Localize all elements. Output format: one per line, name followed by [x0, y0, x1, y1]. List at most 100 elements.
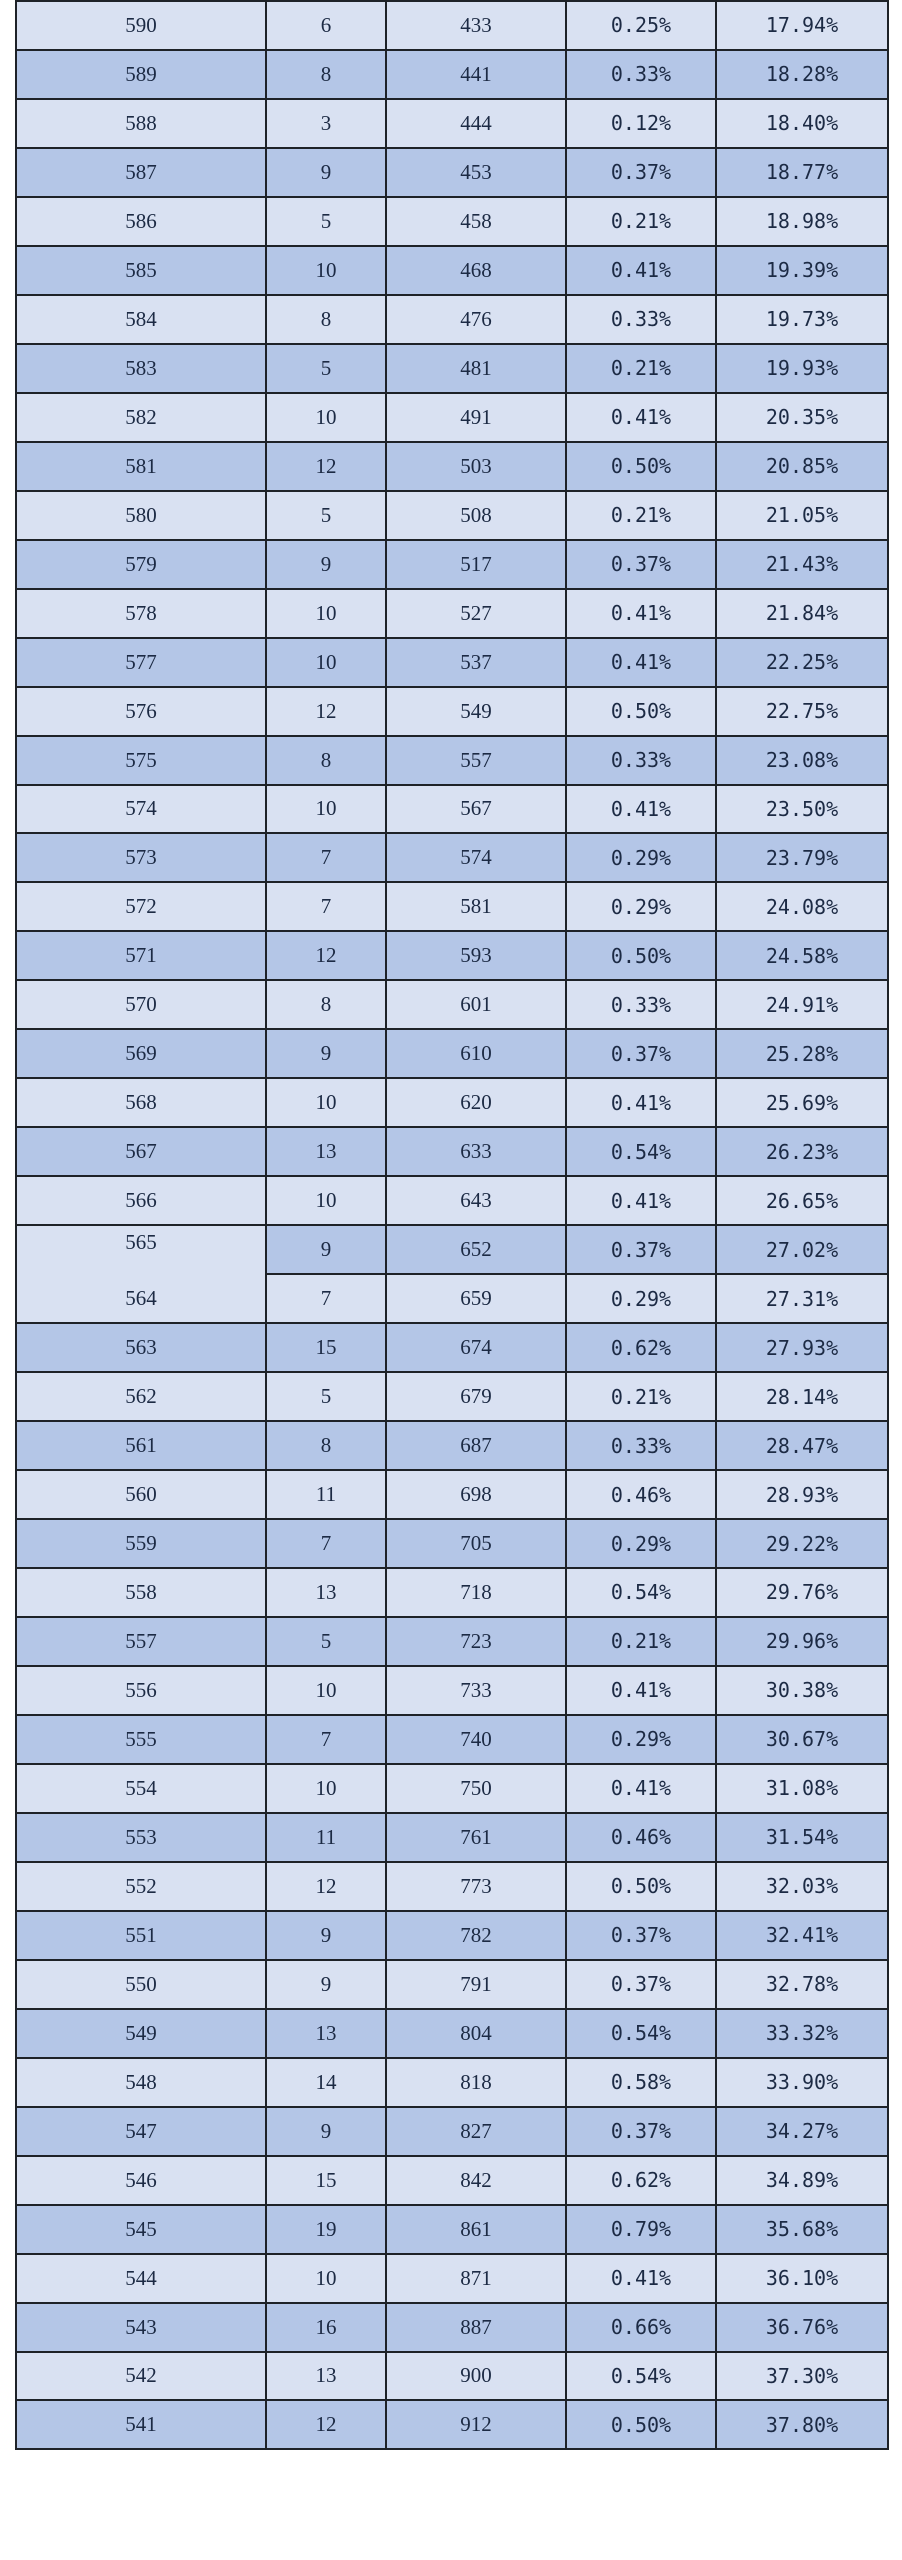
count-cell: 12: [265, 440, 387, 492]
percent-cell: 0.41%: [565, 1175, 717, 1227]
table-row: 565 9 652 0.37% 27.02%: [15, 1224, 889, 1276]
cumulative-count-cell: 549: [385, 685, 567, 737]
percent-cell: 0.33%: [565, 979, 717, 1031]
table-row: 588 3 444 0.12% 18.40%: [15, 97, 889, 149]
count-cell: 9: [265, 1909, 387, 1961]
percent-cell: 0.62%: [565, 2154, 717, 2206]
cumulative-count-cell: 718: [385, 1567, 567, 1618]
score-cell: 561: [15, 1420, 267, 1472]
cumulative-percent-cell: 19.39%: [715, 244, 889, 296]
score-cell: 581: [15, 440, 267, 492]
score-cell: 560: [15, 1469, 267, 1521]
cumulative-count-cell: 453: [385, 146, 567, 198]
cumulative-percent-cell: 23.50%: [715, 783, 889, 835]
percent-cell: 0.21%: [565, 489, 717, 541]
table-row: 567 13 633 0.54% 26.23%: [15, 1126, 889, 1178]
table-row: 577 10 537 0.41% 22.25%: [15, 636, 889, 688]
count-cell: 8: [265, 979, 387, 1031]
percent-cell: 0.29%: [565, 1518, 717, 1569]
percent-cell: 0.37%: [565, 146, 717, 198]
score-cell: 584: [15, 293, 267, 345]
cumulative-percent-cell: 17.94%: [715, 0, 889, 51]
cumulative-count-cell: 827: [385, 2105, 567, 2157]
cumulative-count-cell: 791: [385, 1958, 567, 2010]
cumulative-count-cell: 773: [385, 1860, 567, 1912]
table-row: 552 12 773 0.50% 32.03%: [15, 1860, 889, 1912]
cumulative-count-cell: 458: [385, 195, 567, 247]
score-cell: 573: [15, 832, 267, 884]
cumulative-count-cell: 441: [385, 48, 567, 100]
score-cell: 555: [15, 1713, 267, 1765]
cumulative-percent-cell: 35.68%: [715, 2203, 889, 2255]
cumulative-count-cell: 871: [385, 2252, 567, 2304]
cumulative-count-cell: 652: [385, 1224, 567, 1276]
score-cell: 563: [15, 1322, 267, 1374]
cumulative-count-cell: 567: [385, 783, 567, 835]
percent-cell: 0.29%: [565, 832, 717, 884]
score-cell: 552: [15, 1860, 267, 1912]
table-row: 579 9 517 0.37% 21.43%: [15, 538, 889, 590]
table-row: 548 14 818 0.58% 33.90%: [15, 2056, 889, 2108]
cumulative-percent-cell: 18.77%: [715, 146, 889, 198]
cumulative-count-cell: 698: [385, 1469, 567, 1521]
table-row: 558 13 718 0.54% 29.76%: [15, 1567, 889, 1618]
cumulative-percent-cell: 36.10%: [715, 2252, 889, 2304]
cumulative-percent-cell: 24.08%: [715, 881, 889, 933]
cumulative-count-cell: 601: [385, 979, 567, 1031]
cumulative-percent-cell: 23.79%: [715, 832, 889, 884]
cumulative-count-cell: 643: [385, 1175, 567, 1227]
count-cell: 11: [265, 1469, 387, 1521]
score-cell: 556: [15, 1664, 267, 1716]
table-row: 560 11 698 0.46% 28.93%: [15, 1469, 889, 1521]
percent-cell: 0.25%: [565, 0, 717, 51]
cumulative-count-cell: 733: [385, 1664, 567, 1716]
count-cell: 13: [265, 1126, 387, 1178]
percent-cell: 0.33%: [565, 293, 717, 345]
table-row: 582 10 491 0.41% 20.35%: [15, 391, 889, 443]
percent-cell: 0.37%: [565, 2105, 717, 2157]
cumulative-count-cell: 659: [385, 1273, 567, 1325]
table-row: 545 19 861 0.79% 35.68%: [15, 2203, 889, 2255]
count-cell: 6: [265, 0, 387, 51]
score-cell: 562: [15, 1371, 267, 1423]
score-cell: 574: [15, 783, 267, 835]
cumulative-count-cell: 740: [385, 1713, 567, 1765]
percent-cell: 0.37%: [565, 538, 717, 590]
cumulative-percent-cell: 33.32%: [715, 2007, 889, 2059]
cumulative-percent-cell: 32.41%: [715, 1909, 889, 1961]
count-cell: 12: [265, 685, 387, 737]
percent-cell: 0.37%: [565, 1958, 717, 2010]
count-cell: 9: [265, 2105, 387, 2157]
score-cell: 541: [15, 2399, 267, 2451]
score-cell: 549: [15, 2007, 267, 2059]
count-cell: 10: [265, 1762, 387, 1814]
cumulative-percent-cell: 30.67%: [715, 1713, 889, 1765]
score-cell: 580: [15, 489, 267, 541]
cumulative-count-cell: 537: [385, 636, 567, 688]
cumulative-count-cell: 557: [385, 734, 567, 786]
percent-cell: 0.41%: [565, 1762, 717, 1814]
cumulative-percent-cell: 27.31%: [715, 1273, 889, 1325]
cumulative-count-cell: 433: [385, 0, 567, 51]
score-cell: 559: [15, 1518, 267, 1569]
percent-cell: 0.21%: [565, 1615, 717, 1667]
percent-cell: 0.41%: [565, 2252, 717, 2304]
cumulative-count-cell: 508: [385, 489, 567, 541]
table-row: 572 7 581 0.29% 24.08%: [15, 881, 889, 933]
cumulative-percent-cell: 20.35%: [715, 391, 889, 443]
count-cell: 10: [265, 1664, 387, 1716]
table-row: 586 5 458 0.21% 18.98%: [15, 195, 889, 247]
table-row: 573 7 574 0.29% 23.79%: [15, 832, 889, 884]
percent-cell: 0.54%: [565, 2350, 717, 2402]
cumulative-count-cell: 818: [385, 2056, 567, 2108]
percent-cell: 0.21%: [565, 1371, 717, 1423]
cumulative-count-cell: 517: [385, 538, 567, 590]
count-cell: 15: [265, 1322, 387, 1374]
table-row: 561 8 687 0.33% 28.47%: [15, 1420, 889, 1472]
table-row: 559 7 705 0.29% 29.22%: [15, 1518, 889, 1569]
score-cell: 568: [15, 1077, 267, 1129]
count-cell: 9: [265, 1028, 387, 1080]
count-cell: 9: [265, 1224, 387, 1276]
percent-cell: 0.50%: [565, 930, 717, 982]
percent-cell: 0.21%: [565, 342, 717, 394]
